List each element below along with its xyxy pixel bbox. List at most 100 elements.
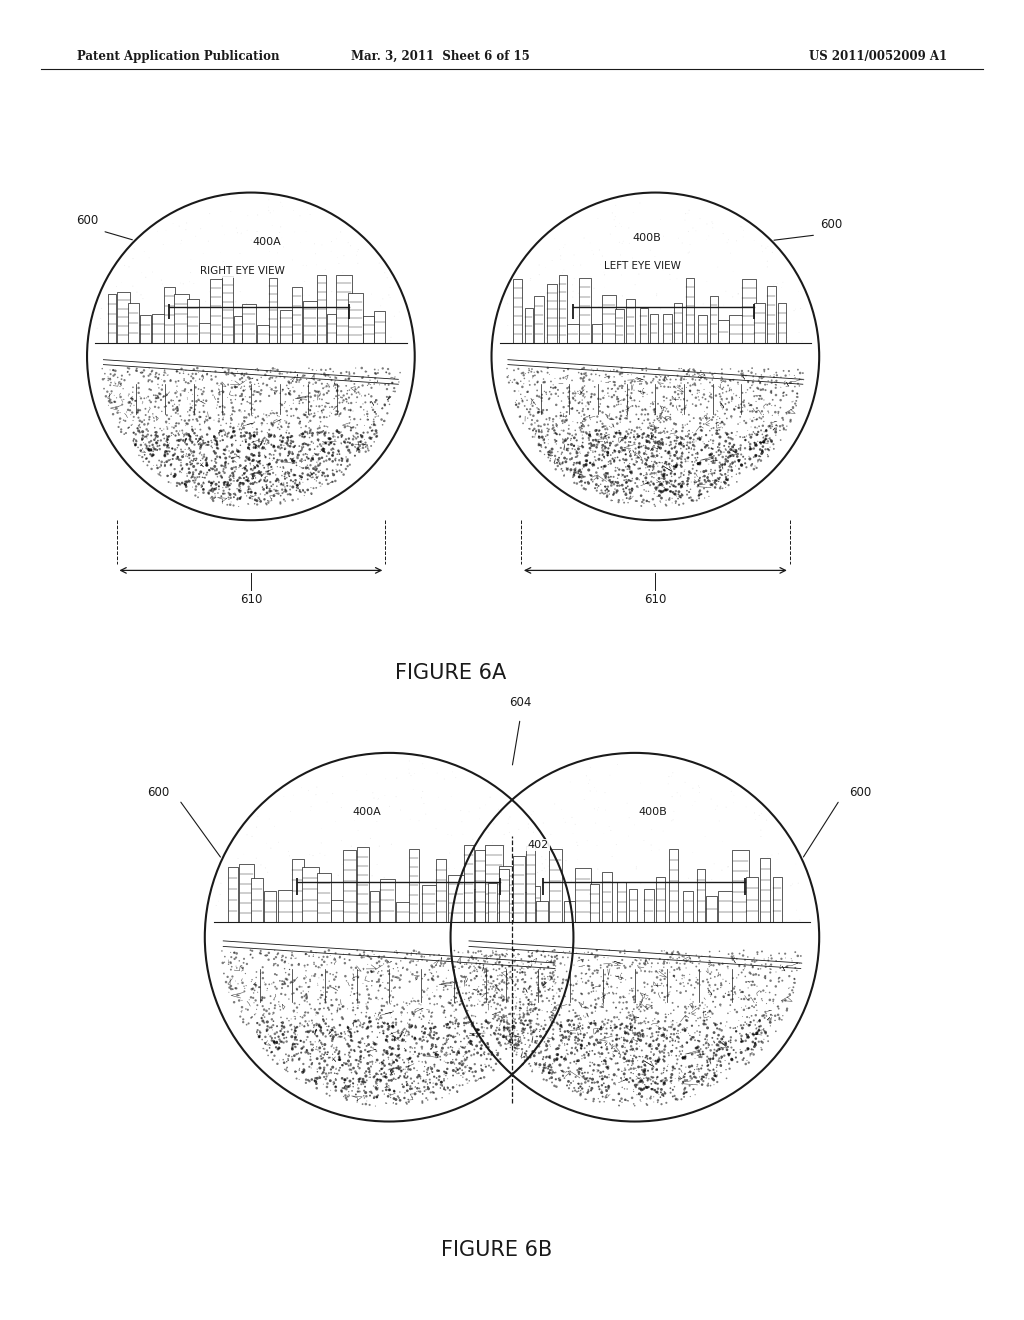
Point bbox=[575, 466, 592, 487]
Point bbox=[243, 987, 259, 1008]
Point bbox=[239, 293, 255, 314]
Point bbox=[278, 946, 294, 968]
Point bbox=[528, 972, 545, 993]
Point bbox=[243, 404, 259, 425]
Point bbox=[209, 265, 225, 286]
Point bbox=[679, 363, 695, 384]
Point bbox=[667, 473, 683, 494]
Point bbox=[200, 434, 216, 455]
Point bbox=[604, 1038, 621, 1059]
Point bbox=[287, 993, 303, 1014]
Point bbox=[238, 964, 254, 985]
Point bbox=[579, 450, 595, 471]
Point bbox=[183, 379, 200, 400]
Point bbox=[649, 1028, 666, 1049]
Point bbox=[684, 1055, 700, 1076]
Point bbox=[131, 445, 147, 466]
Point bbox=[608, 407, 625, 428]
Point bbox=[564, 989, 581, 1010]
Point bbox=[150, 385, 166, 407]
Point bbox=[316, 1034, 333, 1055]
Point bbox=[275, 1016, 292, 1038]
Point bbox=[636, 1059, 652, 1080]
Point bbox=[334, 1068, 350, 1089]
Point bbox=[486, 1023, 503, 1044]
Point bbox=[567, 389, 584, 411]
Point bbox=[289, 1024, 305, 1045]
Point bbox=[567, 1067, 584, 1088]
Point bbox=[288, 1027, 304, 1048]
Point bbox=[342, 985, 358, 1006]
Point bbox=[656, 1019, 673, 1040]
Bar bbox=[396, 902, 410, 923]
Text: 400A: 400A bbox=[253, 236, 282, 247]
Point bbox=[522, 975, 539, 997]
Point bbox=[297, 444, 313, 465]
Point bbox=[710, 1028, 726, 1049]
Point bbox=[437, 1080, 454, 1101]
Point bbox=[693, 409, 710, 430]
Point bbox=[754, 954, 770, 975]
Point bbox=[535, 853, 551, 874]
Point bbox=[465, 949, 481, 970]
Point bbox=[306, 444, 323, 465]
Point bbox=[274, 195, 291, 216]
Point bbox=[585, 1012, 601, 1034]
Point bbox=[518, 399, 535, 420]
Point bbox=[302, 387, 318, 408]
Point bbox=[597, 1008, 613, 1030]
Point bbox=[416, 946, 432, 968]
Point bbox=[574, 315, 591, 337]
Point bbox=[603, 1038, 620, 1059]
Point bbox=[253, 466, 269, 487]
Point bbox=[593, 1016, 609, 1038]
Point bbox=[180, 290, 197, 312]
Point bbox=[213, 486, 229, 507]
Point bbox=[183, 416, 200, 437]
Point bbox=[616, 956, 633, 977]
Point bbox=[645, 455, 662, 477]
Point bbox=[500, 315, 516, 337]
Point bbox=[703, 418, 720, 440]
Point bbox=[150, 387, 166, 408]
Point bbox=[150, 426, 166, 447]
Point bbox=[536, 429, 552, 450]
Point bbox=[338, 446, 354, 467]
Point bbox=[266, 426, 283, 447]
Point bbox=[347, 358, 364, 379]
Point bbox=[692, 483, 709, 504]
Point bbox=[735, 999, 752, 1020]
Point bbox=[633, 873, 649, 894]
Point bbox=[296, 426, 312, 447]
Point bbox=[132, 400, 148, 421]
Point bbox=[772, 420, 788, 441]
Point bbox=[246, 982, 262, 1003]
Point bbox=[691, 426, 708, 447]
Point bbox=[762, 962, 778, 983]
Point bbox=[220, 363, 237, 384]
Point bbox=[629, 1024, 645, 1045]
Point bbox=[240, 470, 256, 491]
Point bbox=[692, 1044, 709, 1065]
Point bbox=[523, 981, 540, 1002]
Point bbox=[528, 1019, 545, 1040]
Point bbox=[593, 1063, 609, 1084]
Point bbox=[157, 442, 173, 463]
Point bbox=[637, 1047, 653, 1068]
Point bbox=[204, 368, 220, 389]
Point bbox=[525, 420, 542, 441]
Point bbox=[441, 1080, 458, 1101]
Point bbox=[344, 384, 360, 405]
Point bbox=[596, 1073, 612, 1094]
Point bbox=[178, 425, 195, 446]
Point bbox=[548, 413, 564, 434]
Point bbox=[658, 473, 675, 494]
Point bbox=[259, 482, 275, 503]
Point bbox=[369, 1086, 385, 1107]
Point bbox=[357, 360, 374, 381]
Point bbox=[503, 826, 519, 847]
Point bbox=[600, 462, 616, 483]
Point bbox=[462, 1011, 478, 1032]
Point bbox=[573, 475, 590, 496]
Point bbox=[356, 429, 373, 450]
